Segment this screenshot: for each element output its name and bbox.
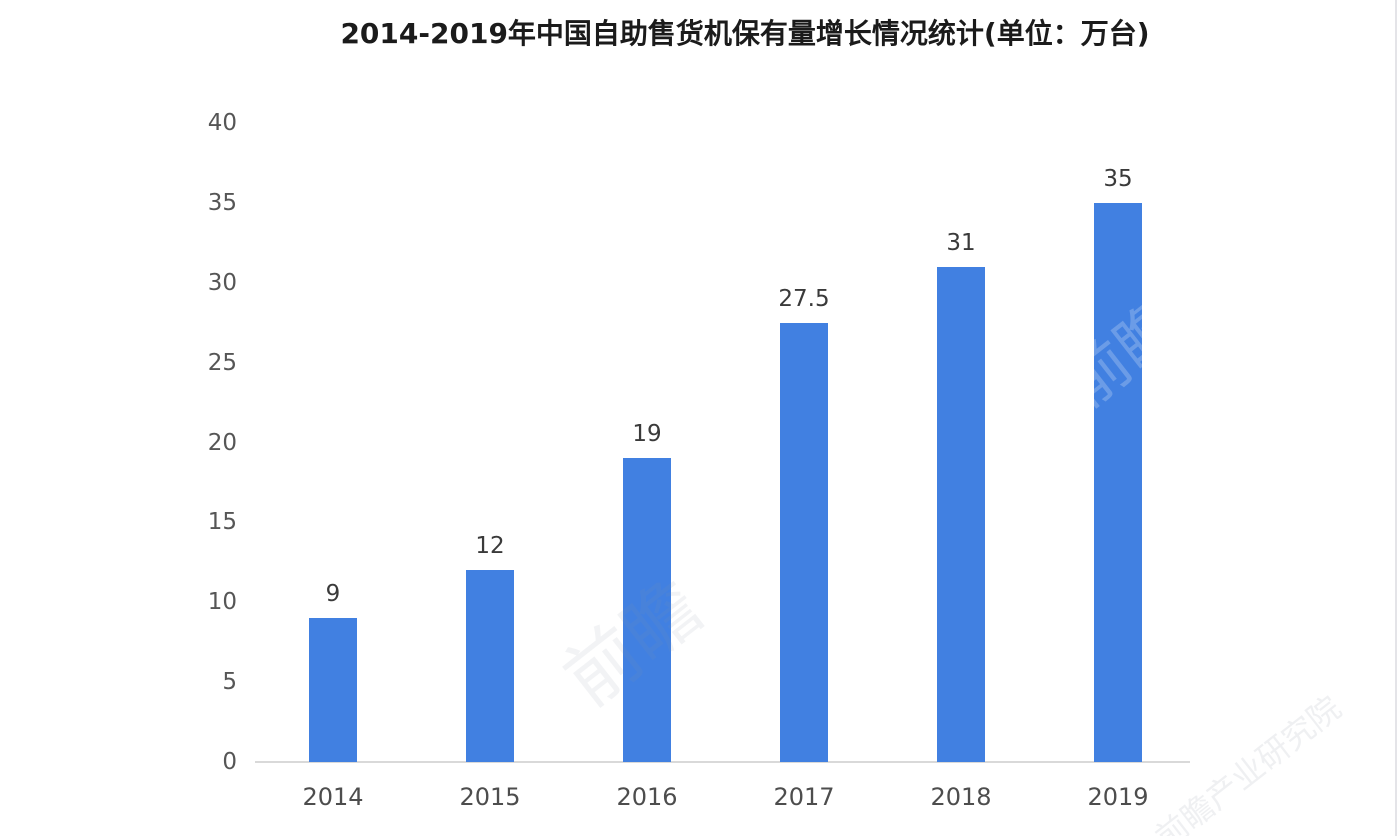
- y-tick-label: 15: [207, 509, 237, 536]
- right-edge-line: [1395, 0, 1397, 836]
- y-tick-label: 5: [222, 669, 237, 696]
- bar-value-label: 12: [475, 533, 505, 559]
- bar-2018: [937, 267, 985, 762]
- bar-value-label: 9: [325, 581, 341, 607]
- bar-value-label: 19: [632, 421, 662, 447]
- bar-value-label: 31: [946, 230, 976, 256]
- x-tick-label: 2016: [616, 783, 678, 811]
- y-tick-label: 35: [207, 189, 237, 216]
- x-tick-label: 2019: [1087, 783, 1149, 811]
- y-tick-label: 0: [222, 749, 237, 775]
- x-tick-label: 2018: [930, 783, 992, 811]
- bar-value-label: 27.5: [778, 286, 830, 312]
- chart-title: 2014-2019年中国自助售货机保有量增长情况统计(单位：万台): [340, 17, 1150, 50]
- y-tick-label: 10: [207, 589, 237, 616]
- y-tick-label: 25: [207, 349, 237, 376]
- bar-2019: [1094, 203, 1142, 762]
- bar-2016: [623, 458, 671, 762]
- y-tick-label: 30: [207, 269, 237, 296]
- x-tick-label: 2017: [773, 783, 835, 811]
- y-tick-label: 20: [207, 429, 237, 456]
- bar-2015: [466, 570, 514, 762]
- bar-2014: [309, 618, 357, 762]
- x-axis-line: [255, 761, 1190, 763]
- y-tick-label: 40: [207, 110, 237, 136]
- x-tick-label: 2015: [459, 783, 521, 811]
- x-tick-label: 2014: [302, 783, 364, 811]
- bar-value-label: 35: [1103, 166, 1133, 192]
- bar-2017: [780, 323, 828, 762]
